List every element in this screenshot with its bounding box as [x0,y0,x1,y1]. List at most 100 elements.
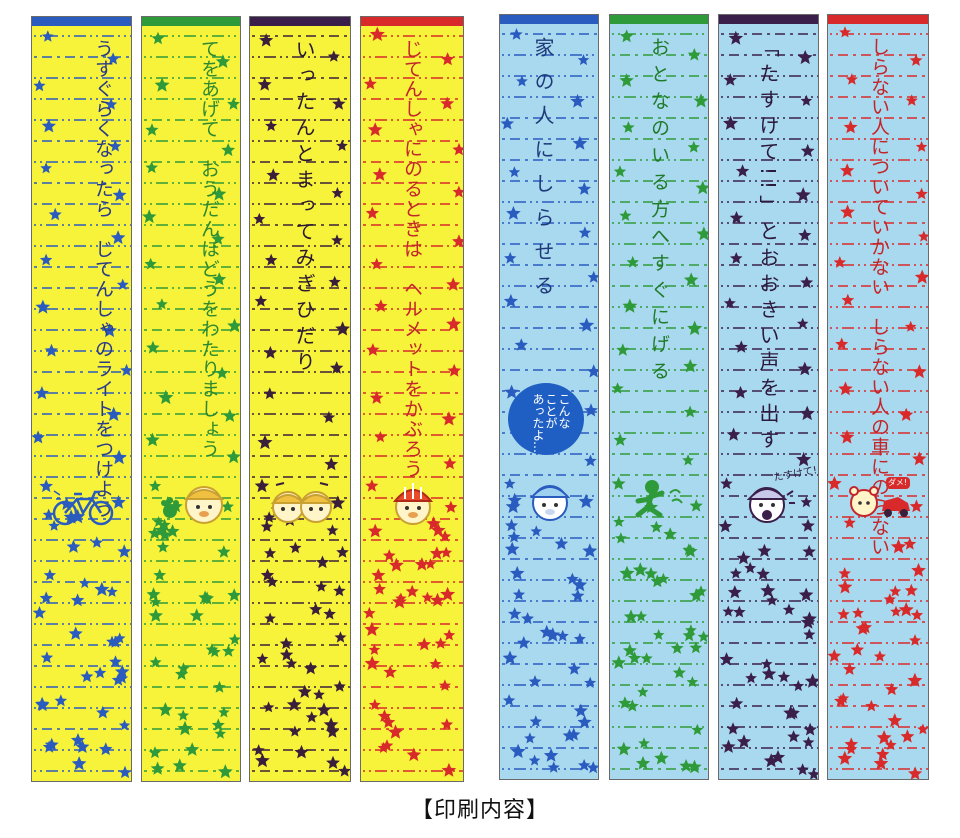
star-icon [733,605,746,618]
star-icon [315,555,330,569]
star-icon [252,744,265,756]
star-icon [48,207,62,221]
star-icon [368,643,381,655]
star-icon [149,479,162,492]
star-icon [405,584,419,598]
star-icon [504,477,516,489]
star-icon [438,679,451,691]
star-icon [516,75,528,87]
star-icon [222,408,237,422]
star-icon [622,298,638,313]
star-icon [116,672,129,684]
star-icon [687,140,700,153]
star-icon [510,28,523,40]
star-icon [578,226,592,239]
star-icon [145,123,159,136]
star-icon [111,673,125,686]
speech-bubble-child-icon [529,485,571,521]
star-icon [94,581,110,596]
star-icon [915,187,928,200]
star-icon [381,715,396,729]
star-icon [331,187,344,199]
star-icon [316,702,332,717]
star-icon [429,657,442,670]
star-icon [653,629,665,640]
star-icon [918,230,928,242]
star-icon [447,363,461,377]
star-icon [154,77,170,92]
star-icon [263,387,276,400]
star-icon [175,667,189,680]
star-icon [372,167,387,181]
star-icon [260,520,273,532]
star-icon [32,606,47,619]
star-icon [113,632,126,644]
reflector-strip-2: てをあげて おうだんほどうをわたりましょう [141,16,241,782]
star-icon [158,389,174,405]
star-icon [41,118,56,133]
star-icon [887,713,903,728]
star-icon [782,603,796,616]
star-icon [547,761,560,773]
star-icon [578,493,594,509]
reflector-strip-5: 家の人にしらせる こんな ことが あったよ… [499,14,599,780]
star-icon [39,479,53,493]
star-icon [215,366,229,379]
star-icon [32,430,45,444]
star-icon [586,364,598,378]
star-icon [683,272,699,287]
star-icon [213,680,226,693]
star-icon [682,454,694,466]
star-icon [148,746,162,759]
star-icon [626,699,639,712]
star-icon [728,30,744,45]
star-icon [756,567,770,580]
star-icon [440,546,453,558]
star-icon [635,756,651,770]
star-icon [120,363,131,376]
star-icon [452,185,463,198]
star-icon [898,602,914,617]
star-icon [221,143,236,157]
star-icon [577,714,592,729]
star-icon [35,299,51,314]
star-icon [211,718,225,731]
color-bar [250,17,350,26]
star-icon [504,384,519,399]
star-icon [40,162,52,174]
star-icon [687,320,703,336]
star-icon [672,666,686,679]
star-icon [611,382,624,394]
star-icon [79,577,91,589]
star-icon [424,558,437,570]
star-icon [502,694,516,706]
color-bar [361,17,463,26]
star-icon [452,142,463,156]
star-icon [529,715,542,727]
star-icon [222,644,235,657]
star-dash-pattern [828,26,928,779]
star-icon [689,499,703,512]
star-icon [374,431,387,443]
star-icon [693,93,708,108]
star-icon [254,294,268,307]
star-icon [303,661,318,675]
star-icon [761,666,777,681]
star-icon [434,637,447,649]
star-icon [70,733,85,747]
star-icon [626,255,639,268]
star-icon [517,636,531,649]
star-icon [619,73,634,87]
star-icon [438,530,452,542]
star-icon [255,753,270,768]
star-icon [839,26,851,38]
star-icon [628,651,642,664]
star-icon [504,541,520,556]
star-icon [211,232,225,245]
star-icon [172,758,187,772]
star-icon [118,765,131,779]
star-icon [735,164,750,177]
star-icon [333,584,346,597]
star-icon [510,743,526,758]
star-icon [327,50,340,62]
